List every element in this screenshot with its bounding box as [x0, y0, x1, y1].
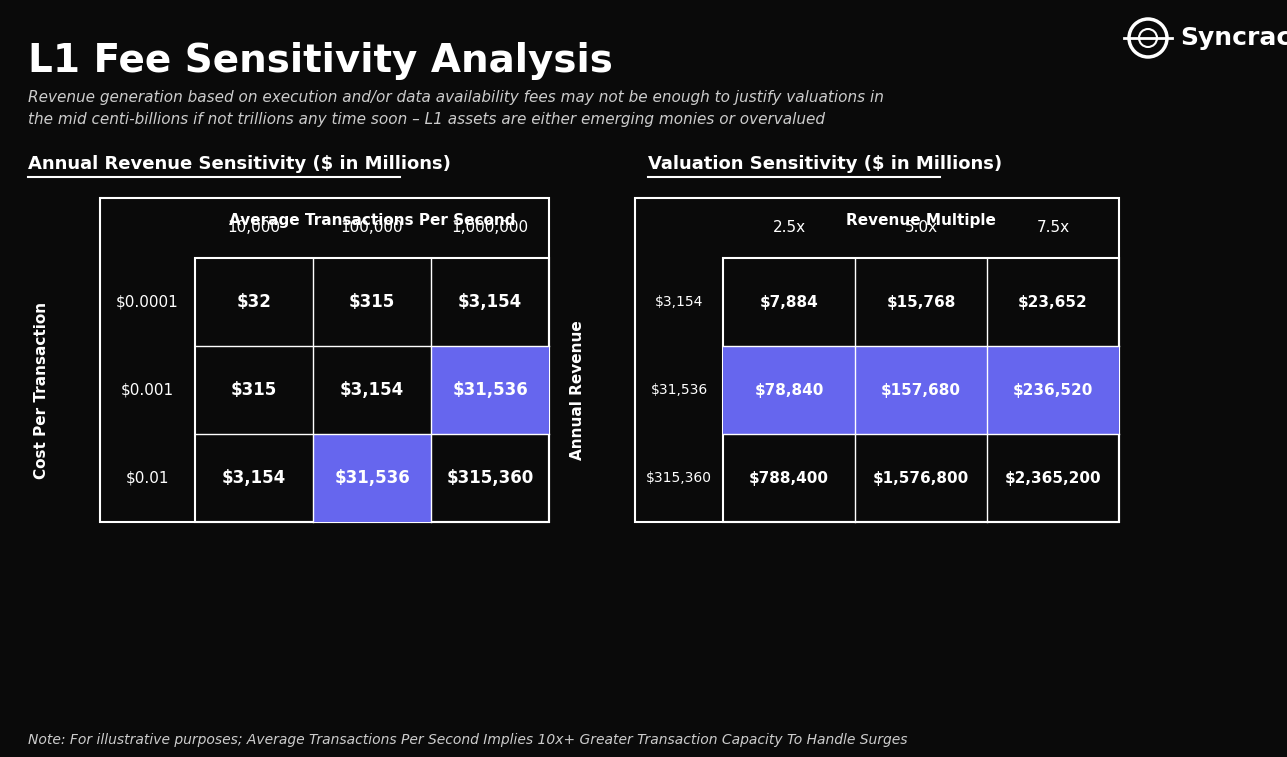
Text: $32: $32 [237, 293, 272, 311]
Text: $3,154: $3,154 [655, 295, 703, 309]
Text: Revenue Multiple: Revenue Multiple [846, 213, 996, 229]
Text: 7.5x: 7.5x [1036, 220, 1069, 235]
Text: $3,154: $3,154 [221, 469, 286, 487]
Text: $0.01: $0.01 [126, 471, 170, 485]
Text: Average Transactions Per Second: Average Transactions Per Second [229, 213, 515, 229]
Text: $315,360: $315,360 [646, 471, 712, 485]
Text: 1,000,000: 1,000,000 [452, 220, 529, 235]
Text: $3,154: $3,154 [340, 381, 404, 399]
Text: 2.5x: 2.5x [772, 220, 806, 235]
Text: $2,365,200: $2,365,200 [1005, 471, 1102, 485]
Bar [723, 258, 1118, 522]
Text: $315: $315 [349, 293, 395, 311]
Text: $3,154: $3,154 [458, 293, 523, 311]
Text: $31,536: $31,536 [650, 383, 708, 397]
Bar [100, 198, 550, 522]
Bar [723, 346, 855, 434]
Text: $315: $315 [230, 381, 277, 399]
Text: $0.0001: $0.0001 [116, 294, 179, 310]
Bar [431, 346, 550, 434]
Text: Note: For illustrative purposes; Average Transactions Per Second Implies 10x+ Gr: Note: For illustrative purposes; Average… [28, 733, 907, 747]
Text: L1 Fee Sensitivity Analysis: L1 Fee Sensitivity Analysis [28, 42, 613, 80]
Text: $31,536: $31,536 [335, 469, 409, 487]
Text: $31,536: $31,536 [452, 381, 528, 399]
Text: Revenue generation based on execution and/or data availability fees may not be e: Revenue generation based on execution an… [28, 90, 884, 127]
Text: 5.0x: 5.0x [905, 220, 937, 235]
Text: Syncracy: Syncracy [1180, 26, 1287, 50]
Text: $23,652: $23,652 [1018, 294, 1088, 310]
Text: Annual Revenue Sensitivity ($ in Millions): Annual Revenue Sensitivity ($ in Million… [28, 155, 450, 173]
Text: $15,768: $15,768 [887, 294, 956, 310]
Text: $315,360: $315,360 [447, 469, 534, 487]
Bar [196, 258, 550, 522]
Text: Valuation Sensitivity ($ in Millions): Valuation Sensitivity ($ in Millions) [647, 155, 1003, 173]
Bar [987, 346, 1118, 434]
Text: $0.001: $0.001 [121, 382, 174, 397]
Bar [313, 434, 431, 522]
Text: 100,000: 100,000 [341, 220, 403, 235]
Text: $78,840: $78,840 [754, 382, 824, 397]
Text: Annual Revenue: Annual Revenue [570, 320, 584, 459]
Text: Cost Per Transaction: Cost Per Transaction [35, 301, 49, 478]
Text: $1,576,800: $1,576,800 [873, 471, 969, 485]
Text: $7,884: $7,884 [759, 294, 819, 310]
Text: $157,680: $157,680 [882, 382, 961, 397]
Bar [634, 198, 1118, 522]
Text: 10,000: 10,000 [228, 220, 281, 235]
Bar [855, 346, 987, 434]
Text: $236,520: $236,520 [1013, 382, 1093, 397]
Text: $788,400: $788,400 [749, 471, 829, 485]
